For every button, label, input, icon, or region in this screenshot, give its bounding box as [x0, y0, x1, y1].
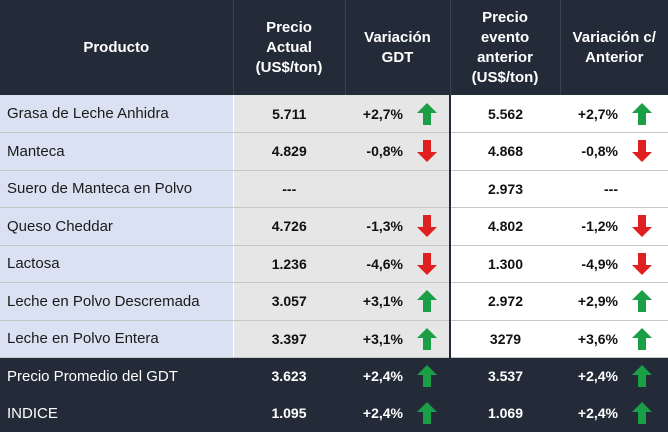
- arrow-up-icon: [417, 365, 437, 387]
- product-cell: INDICE: [0, 394, 233, 432]
- arrow-down-icon: [417, 140, 437, 163]
- change-value: +3,1%: [362, 330, 403, 347]
- arrow-down-icon: [632, 140, 652, 163]
- change-value: +2,4%: [362, 405, 403, 421]
- current-price-cell: 4.829: [233, 132, 345, 171]
- gdt-change-cell: +2,4%: [345, 357, 451, 395]
- arrow-down-icon: [417, 252, 437, 275]
- change-value: -1,3%: [366, 218, 403, 235]
- change-value: -1,2%: [581, 218, 618, 235]
- current-price-cell: 5.711: [233, 95, 345, 133]
- product-cell: Leche en Polvo Entera: [0, 320, 234, 358]
- product-cell: Grasa de Leche Anhidra: [0, 95, 234, 133]
- gdt-change-cell: +2,4%: [345, 394, 451, 432]
- header-gdt-change: Variación GDT: [345, 0, 451, 95]
- arrow-up-icon: [417, 402, 437, 424]
- previous-price-cell: 4.802: [450, 207, 560, 246]
- gdt-change-cell: +3,1%: [345, 320, 451, 358]
- current-price-cell: ---: [233, 170, 345, 208]
- summary-row: Precio Promedio del GDT 3.623 +2,4% 3.537 +2…: [0, 357, 668, 395]
- product-cell: Precio Promedio del GDT: [0, 357, 233, 395]
- previous-change-cell: +3,6%: [560, 320, 668, 358]
- gdt-change-cell: [345, 170, 451, 208]
- empty-icon-slot: [632, 178, 652, 200]
- change-value: +2,4%: [577, 368, 618, 384]
- arrow-up-icon: [632, 327, 652, 350]
- table-row: Queso Cheddar 4.726 -1,3% 4.802 -1,2%: [0, 207, 668, 246]
- arrow-up-icon: [417, 327, 437, 350]
- arrow-up-icon: [417, 290, 437, 313]
- previous-change-cell: +2,4%: [560, 394, 668, 432]
- table-row: Manteca 4.829 -0,8% 4.868 -0,8%: [0, 132, 668, 171]
- arrow-up-icon: [632, 290, 652, 313]
- gdt-change-cell: +3,1%: [345, 282, 451, 321]
- header-previous-price: Precio evento anterior (US$/ton): [450, 0, 561, 95]
- table-header: Producto Precio Actual (US$/ton) Variaci…: [0, 0, 668, 95]
- change-value: +2,7%: [362, 105, 403, 122]
- table-row: Leche en Polvo Entera 3.397 +3,1% 3279 +3,6%: [0, 320, 668, 358]
- gdt-change-cell: -0,8%: [345, 132, 451, 171]
- change-value: +3,6%: [577, 330, 618, 347]
- previous-change-cell: +2,9%: [560, 282, 668, 321]
- change-value: +2,4%: [577, 405, 618, 421]
- arrow-down-icon: [417, 215, 437, 238]
- change-value: -4,9%: [581, 255, 618, 272]
- arrow-down-icon: [632, 215, 652, 238]
- previous-change-cell: -4,9%: [560, 245, 668, 283]
- header-change-vs-previous: Variación c/ Anterior: [560, 0, 668, 95]
- current-price-cell: 1.236: [233, 245, 345, 283]
- product-cell: Lactosa: [0, 245, 234, 283]
- summary-row: INDICE 1.095 +2,4% 1.069 +2,4%: [0, 394, 668, 432]
- current-price-cell: 3.623: [233, 357, 345, 395]
- current-price-cell: 4.726: [233, 207, 345, 246]
- gdt-change-cell: -4,6%: [345, 245, 451, 283]
- previous-price-cell: 2.972: [450, 282, 560, 321]
- arrow-up-icon: [632, 365, 652, 387]
- previous-price-cell: 2.973: [450, 170, 560, 208]
- product-cell: Manteca: [0, 132, 234, 171]
- product-cell: Leche en Polvo Descremada: [0, 282, 234, 321]
- change-value: -0,8%: [366, 143, 403, 160]
- arrow-up-icon: [417, 102, 437, 125]
- previous-change-cell: -1,2%: [560, 207, 668, 246]
- table-row: Suero de Manteca en Polvo --- 2.973 ---: [0, 170, 668, 208]
- gdt-change-cell: +2,7%: [345, 95, 451, 133]
- previous-price-cell: 5.562: [450, 95, 560, 133]
- product-cell: Suero de Manteca en Polvo: [0, 170, 234, 208]
- arrow-up-icon: [632, 102, 652, 125]
- previous-change-cell: +2,4%: [560, 357, 668, 395]
- change-value: +2,4%: [362, 368, 403, 384]
- current-price-cell: 1.095: [233, 394, 345, 432]
- change-value: +2,7%: [577, 105, 618, 122]
- previous-change-cell: -0,8%: [560, 132, 668, 171]
- table-row: Leche en Polvo Descremada 3.057 +3,1% 2.972…: [0, 282, 668, 321]
- previous-price-cell: 3.537: [450, 357, 560, 395]
- header-current-price: Precio Actual (US$/ton): [233, 0, 346, 95]
- product-cell: Queso Cheddar: [0, 207, 234, 246]
- table-row: Grasa de Leche Anhidra 5.711 +2,7% 5.562 +2,…: [0, 95, 668, 133]
- header-row: Producto Precio Actual (US$/ton) Variaci…: [0, 0, 668, 95]
- previous-price-cell: 1.069: [450, 394, 560, 432]
- table-body: Grasa de Leche Anhidra 5.711 +2,7% 5.562 +2,…: [0, 95, 668, 432]
- change-value: ---: [604, 180, 618, 197]
- change-value: -4,6%: [366, 255, 403, 272]
- current-price-cell: 3.057: [233, 282, 345, 321]
- empty-icon-slot: [417, 178, 437, 200]
- table-row: Lactosa 1.236 -4,6% 1.300 -4,9%: [0, 245, 668, 283]
- previous-change-cell: ---: [560, 170, 668, 208]
- previous-price-cell: 3279: [450, 320, 560, 358]
- arrow-up-icon: [632, 402, 652, 424]
- previous-change-cell: +2,7%: [560, 95, 668, 133]
- previous-price-cell: 1.300: [450, 245, 560, 283]
- gdt-change-cell: -1,3%: [345, 207, 451, 246]
- change-value: -0,8%: [581, 143, 618, 160]
- previous-price-cell: 4.868: [450, 132, 560, 171]
- current-price-cell: 3.397: [233, 320, 345, 358]
- change-value: +2,9%: [577, 293, 618, 310]
- arrow-down-icon: [632, 252, 652, 275]
- header-product: Producto: [0, 0, 234, 95]
- change-value: +3,1%: [362, 293, 403, 310]
